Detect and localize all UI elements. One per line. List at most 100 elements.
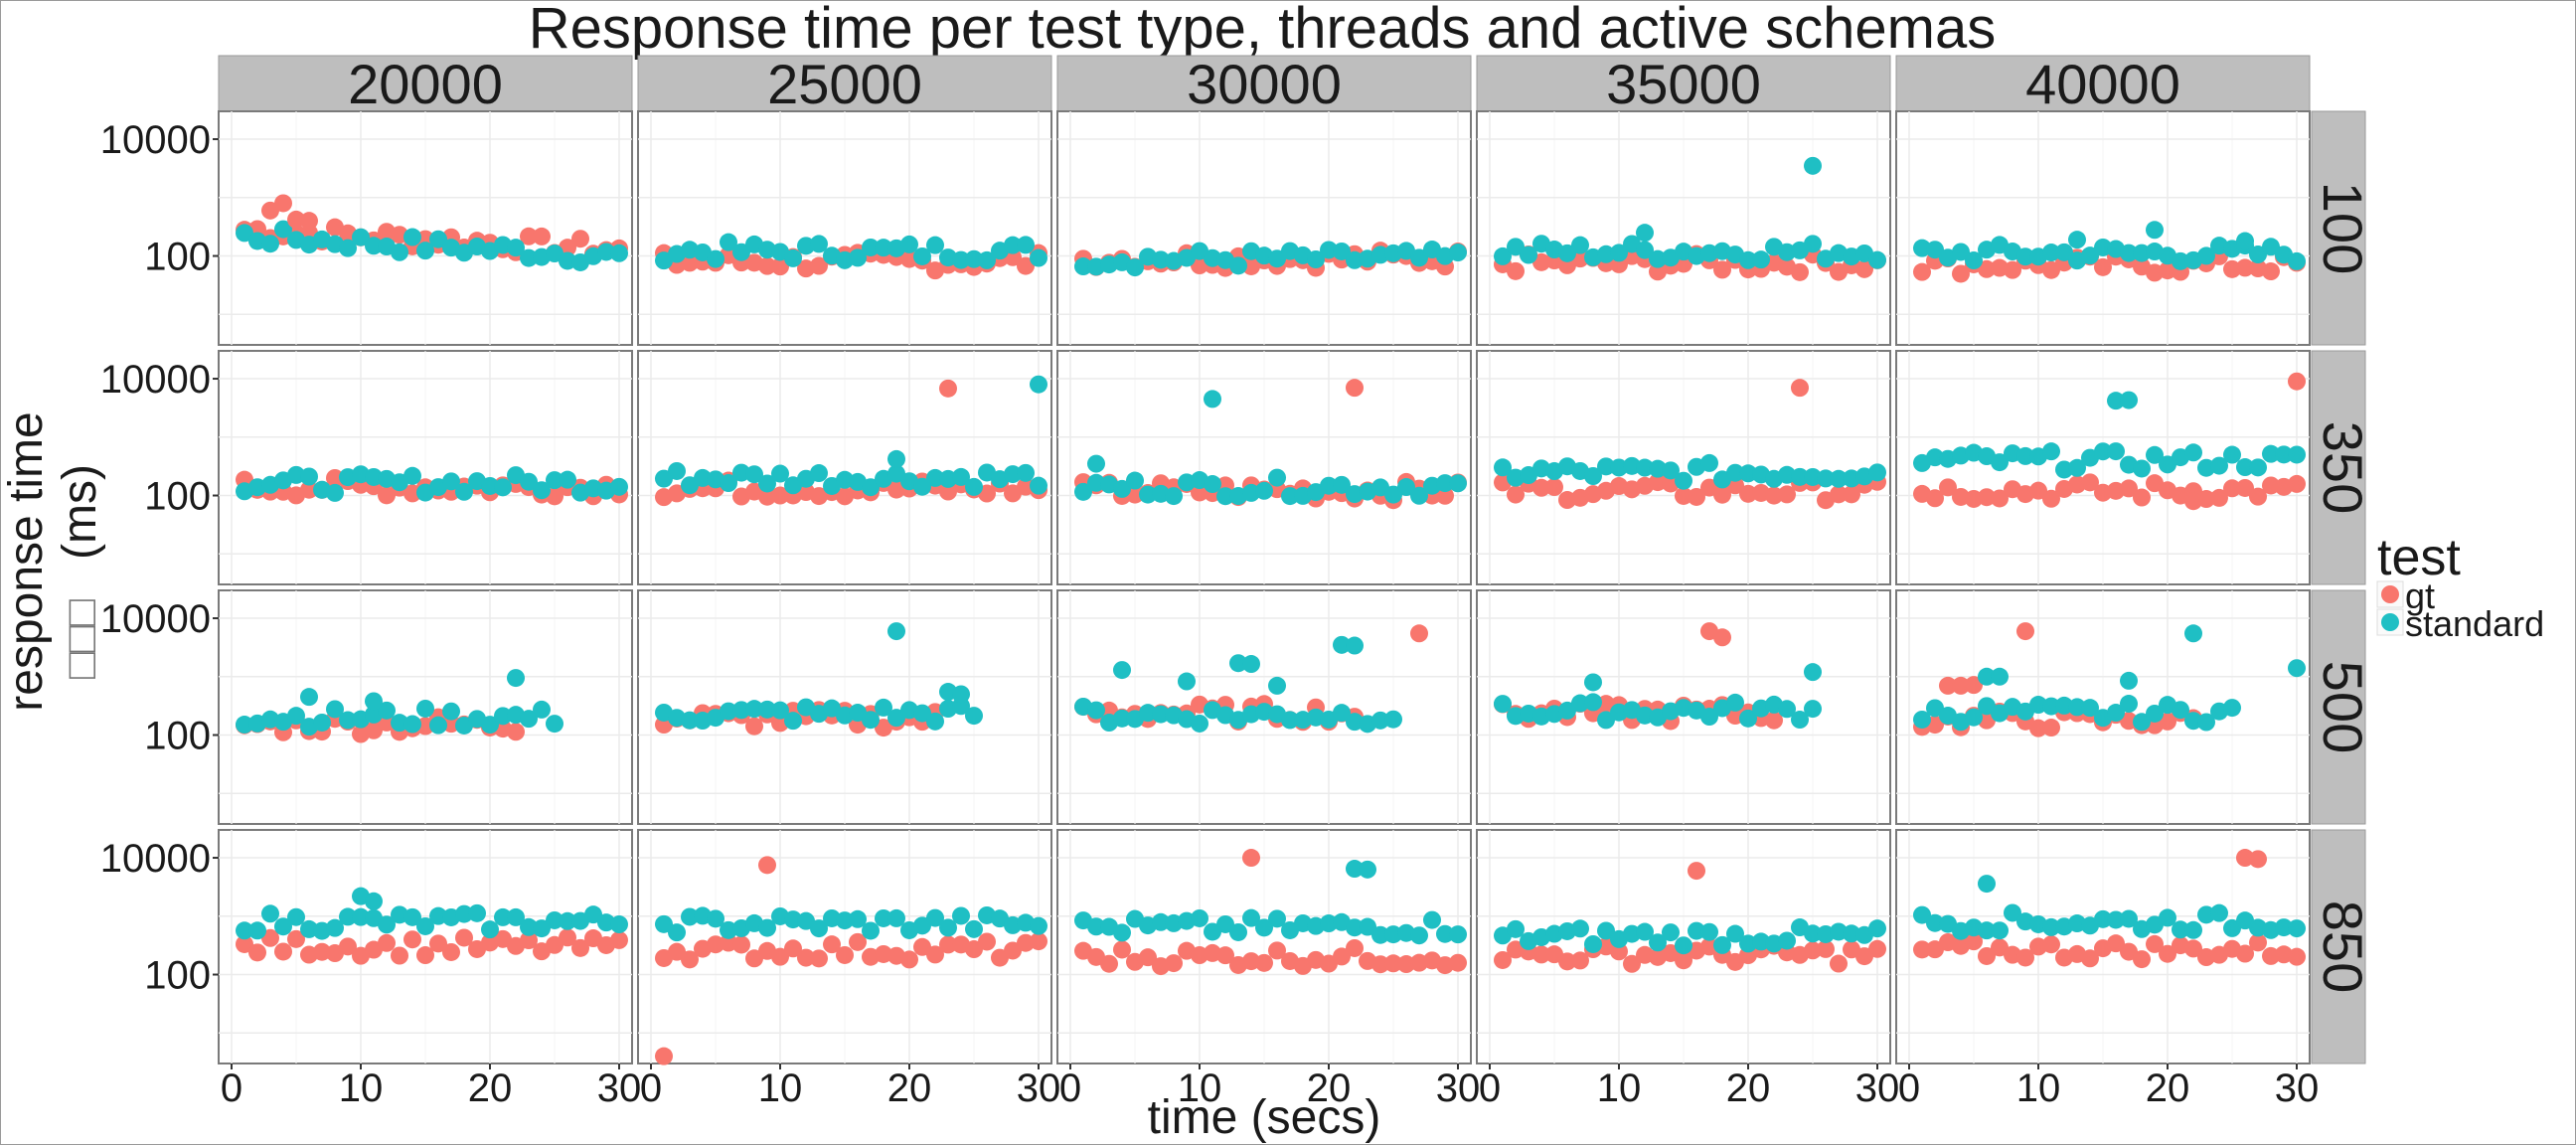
data-point-standard <box>771 701 789 720</box>
data-point-standard <box>1268 249 1286 268</box>
data-point-standard <box>2004 903 2021 922</box>
data-point-gt <box>365 721 383 739</box>
data-point-standard <box>533 919 551 938</box>
data-point-standard <box>1978 667 1996 686</box>
data-point-standard <box>1204 390 1221 409</box>
data-point-standard <box>1991 667 2009 686</box>
data-point-standard <box>862 478 880 497</box>
data-point-standard <box>1700 453 1718 472</box>
data-point-standard <box>1113 923 1131 942</box>
y-tick-label: 10000 <box>100 358 211 402</box>
data-point-standard <box>1913 905 1931 924</box>
data-point-standard <box>1139 485 1157 504</box>
data-point-standard <box>2275 445 2293 464</box>
data-point-gt <box>758 256 776 275</box>
data-point-standard <box>1113 661 1131 680</box>
data-point-standard <box>1571 919 1589 938</box>
data-point-standard <box>758 700 776 719</box>
data-point-standard <box>2042 442 2060 461</box>
data-point-standard <box>810 919 828 938</box>
data-point-gt <box>2159 944 2176 963</box>
data-point-gt <box>2223 259 2241 278</box>
data-point-standard <box>1333 242 1351 260</box>
data-point-gt <box>655 1047 673 1065</box>
data-point-gt <box>758 487 776 506</box>
data-point-standard <box>1087 917 1105 936</box>
row-strip <box>2311 829 2366 1064</box>
data-point-standard <box>913 477 931 496</box>
data-point-gt <box>1571 951 1589 970</box>
data-point-standard <box>326 700 344 719</box>
data-point-standard <box>2081 699 2099 718</box>
data-point-standard <box>1978 875 1996 894</box>
data-point-standard <box>1216 914 1234 933</box>
data-point-gt <box>1830 954 1848 973</box>
data-point-gt <box>771 486 789 505</box>
facet-panel <box>1476 350 1891 585</box>
data-point-standard <box>2055 243 2073 261</box>
x-tick-label: 0 <box>1479 1066 1501 1110</box>
data-point-standard <box>2042 244 2060 262</box>
x-tick-label: 0 <box>1898 1066 1920 1110</box>
data-point-standard <box>2133 713 2151 732</box>
data-point-standard <box>862 921 880 940</box>
y-tick-label: 100 <box>144 954 211 998</box>
data-point-standard <box>2146 445 2164 464</box>
data-point-standard <box>926 908 944 927</box>
facet-panel <box>218 589 633 825</box>
data-point-gt <box>378 486 396 505</box>
data-point-standard <box>1675 936 1692 955</box>
x-tick-label: 20 <box>468 1066 513 1110</box>
data-point-standard <box>913 916 931 935</box>
data-point-standard <box>236 224 253 243</box>
data-point-standard <box>1804 467 1822 486</box>
data-point-standard <box>2120 244 2138 262</box>
facet-panel <box>1895 589 2311 825</box>
data-point-standard <box>533 700 551 719</box>
data-point-gt <box>287 210 305 229</box>
data-point-standard <box>326 918 344 937</box>
data-point-standard <box>1636 241 1654 259</box>
data-point-standard <box>546 471 564 490</box>
x-tick-label: 30 <box>1855 1066 1900 1110</box>
data-point-standard <box>1804 700 1822 719</box>
facet-panel <box>1476 110 1891 346</box>
facet-panel <box>1476 589 1891 825</box>
data-point-standard <box>300 467 318 486</box>
data-point-standard <box>2107 704 2125 723</box>
data-point-gt <box>455 928 473 947</box>
data-point-gt <box>1449 953 1467 972</box>
data-point-standard <box>745 700 763 719</box>
data-point-standard <box>2120 695 2138 714</box>
data-point-standard <box>1255 918 1273 937</box>
data-point-gt <box>2249 933 2267 952</box>
data-point-gt <box>1978 946 1996 965</box>
data-point-standard <box>887 908 905 927</box>
facet-panel <box>637 350 1052 585</box>
data-point-standard <box>533 481 551 500</box>
data-point-gt <box>1778 485 1796 504</box>
x-tick-label: 20 <box>2146 1066 2190 1110</box>
data-point-standard <box>2133 459 2151 478</box>
data-point-gt <box>1952 676 1970 695</box>
data-point-gt <box>745 949 763 968</box>
data-point-gt <box>300 212 318 231</box>
data-point-gt <box>507 723 525 741</box>
data-point-gt <box>571 938 589 957</box>
data-point-standard <box>1662 923 1680 942</box>
data-point-standard <box>261 235 279 253</box>
data-point-gt <box>1978 488 1996 507</box>
data-point-standard <box>1597 457 1615 476</box>
data-point-standard <box>2288 919 2306 938</box>
data-point-standard <box>236 921 253 940</box>
y-tick-label: 10000 <box>100 837 211 881</box>
data-point-gt <box>2120 942 2138 961</box>
data-point-standard <box>862 711 880 730</box>
data-point-gt <box>520 227 538 245</box>
data-point-gt <box>1713 485 1731 504</box>
data-point-standard <box>1597 711 1615 730</box>
data-point-standard <box>378 915 396 934</box>
row-strip <box>2311 589 2366 825</box>
